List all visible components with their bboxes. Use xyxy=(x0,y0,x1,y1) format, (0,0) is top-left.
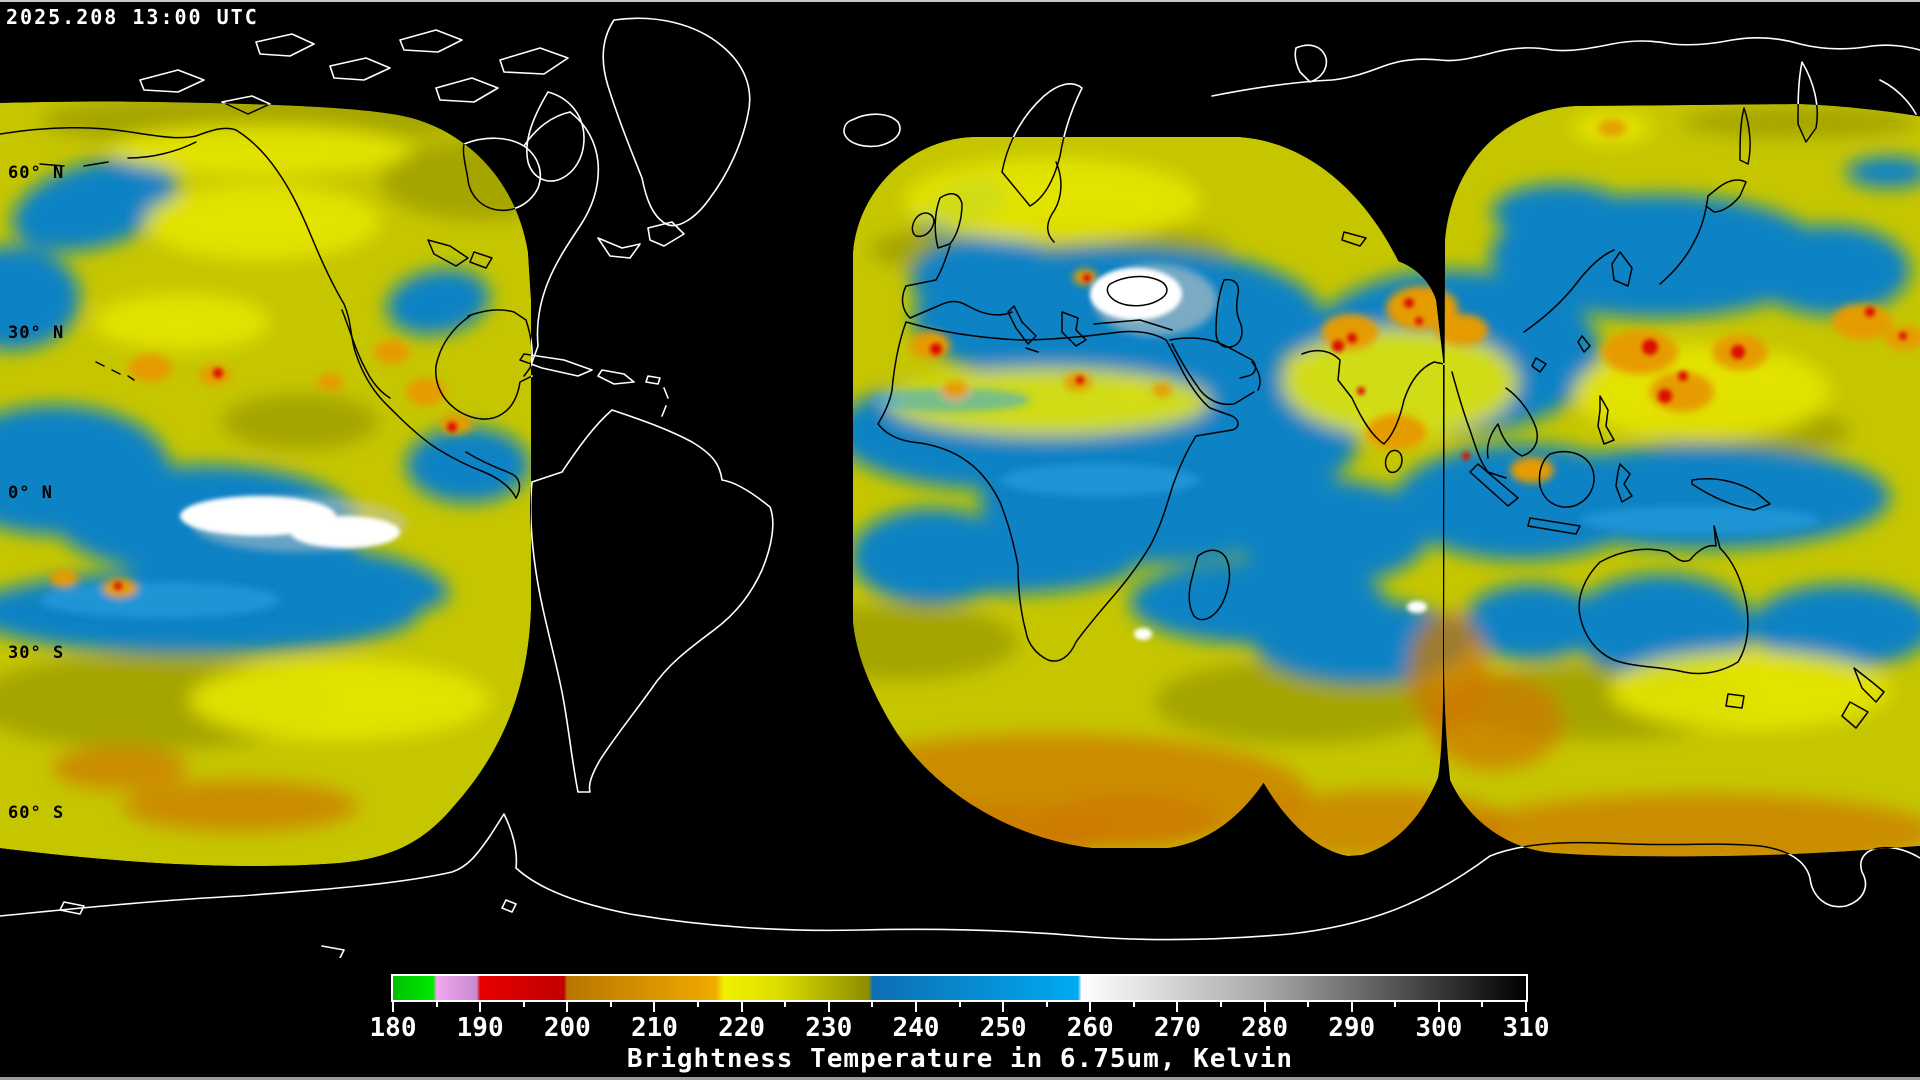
latitude-label: 0° N xyxy=(8,483,53,503)
colorbar-tick xyxy=(1045,1000,1048,1007)
latitude-label: 60° N xyxy=(8,163,65,183)
colorbar-tick xyxy=(1176,1000,1179,1012)
colorbar-tick xyxy=(871,1000,874,1007)
cold-tops-and-dry-spots xyxy=(114,268,1907,867)
colorbar-tick xyxy=(827,1000,830,1012)
colorbar-tick xyxy=(1219,1000,1222,1007)
colorbar-tick xyxy=(1263,1000,1266,1012)
top-border-line xyxy=(0,0,1920,2)
colorbar-tick-label: 270 xyxy=(1153,1013,1201,1043)
colorbar-tick-label: 230 xyxy=(805,1013,853,1043)
colorbar-tick xyxy=(1481,1000,1484,1007)
colorbar-ticks xyxy=(392,1000,1527,1014)
colorbar-tick-label: 220 xyxy=(718,1013,766,1043)
colorbar-tick-label: 280 xyxy=(1241,1013,1289,1043)
colorbar-tick-label: 180 xyxy=(369,1013,417,1043)
colorbar-tick xyxy=(435,1000,438,1007)
colorbar xyxy=(391,974,1528,1002)
colorbar-tick-label: 290 xyxy=(1328,1013,1376,1043)
map-svg xyxy=(0,0,1920,958)
timestamp: 2025.208 13:00 UTC xyxy=(6,5,259,29)
bottom-border-line xyxy=(0,1077,1920,1080)
colorbar-tick xyxy=(392,1000,394,1012)
colorbar-tick-label: 240 xyxy=(892,1013,940,1043)
colorbar-tick xyxy=(1525,1000,1527,1012)
colorbar-tick xyxy=(958,1000,961,1007)
colorbar-tick xyxy=(697,1000,700,1007)
colorbar-tick xyxy=(1132,1000,1135,1007)
colorbar-legend: 180 190 200 210 220 230 240 250 260 270 280 290 300 3… xyxy=(0,958,1920,1080)
colorbar-tick xyxy=(1089,1000,1092,1012)
world-map: 2025.208 13:00 UTC 60° N 30° N 0° N 30° S 60… xyxy=(0,0,1920,958)
colorbar-tick xyxy=(740,1000,743,1012)
colorbar-tick-label: 210 xyxy=(630,1013,678,1043)
colorbar-tick xyxy=(1307,1000,1310,1007)
colorbar-tick-label: 200 xyxy=(543,1013,591,1043)
colorbar-tick xyxy=(609,1000,612,1007)
colorbar-tick xyxy=(1002,1000,1005,1012)
colorbar-tick xyxy=(522,1000,525,1007)
colorbar-tick xyxy=(566,1000,569,1012)
colorbar-tick xyxy=(784,1000,787,1007)
latitude-label: 60° S xyxy=(8,803,65,823)
colorbar-tick-label: 250 xyxy=(979,1013,1027,1043)
colorbar-tick-label: 190 xyxy=(456,1013,504,1043)
colorbar-tick xyxy=(1394,1000,1397,1007)
colorbar-tick-labels: 180 190 200 210 220 230 240 250 260 270 280 290 300 3… xyxy=(370,1013,1550,1043)
colorbar-tick-label: 260 xyxy=(1066,1013,1114,1043)
satellite-data-layer xyxy=(0,101,1920,867)
latitude-label: 30° N xyxy=(8,323,65,343)
colorbar-tick xyxy=(479,1000,482,1012)
colorbar-caption: Brightness Temperature in 6.75um, Kelvin xyxy=(626,1044,1294,1074)
latitude-label: 30° S xyxy=(8,643,65,663)
colorbar-tick xyxy=(653,1000,656,1012)
colorbar-tick-label: 300 xyxy=(1415,1013,1463,1043)
colorbar-tick xyxy=(1437,1000,1440,1012)
colorbar-gradient xyxy=(393,976,1526,1000)
colorbar-tick-label: 310 xyxy=(1502,1013,1550,1043)
colorbar-tick xyxy=(1350,1000,1353,1012)
colorbar-tick xyxy=(914,1000,917,1012)
